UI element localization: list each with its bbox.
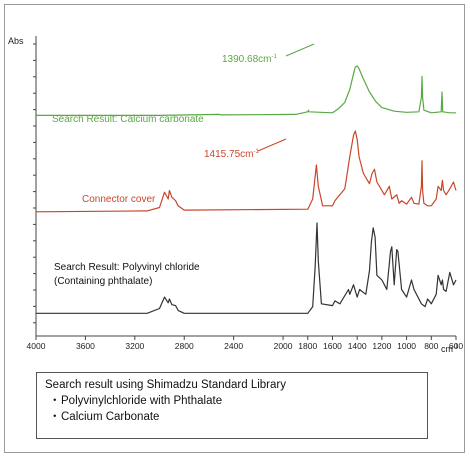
spectrum-chart: Abs cm-1 4000 3600 3200 2800 2400 2000 1800 160…	[8, 36, 463, 354]
y-axis-label: Abs	[8, 36, 24, 46]
x-tick-label: 1600	[323, 341, 342, 351]
series-label-1: Search Result: Calcium carbonate	[52, 114, 204, 125]
series-line-2	[35, 130, 457, 213]
x-tick-label: 3600	[76, 341, 95, 351]
x-tick-label: 1200	[372, 341, 391, 351]
caption-item-label: Calcium Carbonate	[61, 411, 160, 423]
x-tick-label: 2400	[224, 341, 243, 351]
series-line-3	[36, 222, 457, 314]
annotation-leader	[257, 138, 287, 152]
label-layer: Search Result: Calcium carbonate Connecto…	[52, 43, 315, 287]
caption-item-caco3: ・Calcium Carbonate	[45, 409, 427, 425]
caption-title: Search result using Shimadzu Standard Li…	[45, 379, 286, 391]
x-axis-unit: cm-1	[441, 344, 459, 354]
peak-annotation-2: 1415.75cm-1	[204, 149, 259, 160]
x-tick-label: 1400	[348, 341, 367, 351]
x-tick-label: 1000	[397, 341, 416, 351]
bullet-icon: ・	[49, 411, 61, 423]
x-tick-label: 4000	[27, 341, 46, 351]
series-layer	[35, 65, 457, 314]
figure-frame	[4, 4, 465, 453]
x-tick-label: 3200	[125, 341, 144, 351]
caption-box: Search result using Shimadzu Standard Li…	[36, 372, 428, 439]
series-label-2: Connector cover	[82, 194, 156, 205]
x-tick-label: 600	[449, 341, 463, 351]
bullet-icon: ・	[49, 395, 61, 407]
series-line-1	[36, 65, 456, 116]
annotation-leader	[285, 43, 315, 57]
x-ticks: 4000 3600 3200 2800 2400 2000 1800 1600 1400 1200…	[27, 336, 463, 351]
caption-item-label: Polyvinylchloride with Phthalate	[61, 395, 223, 407]
x-tick-label: 2800	[175, 341, 194, 351]
y-tick-marks	[33, 43, 36, 324]
x-tick-label: 1800	[298, 341, 317, 351]
x-tick-label: 2000	[274, 341, 293, 351]
peak-annotation-1: 1390.68cm-1	[222, 54, 277, 65]
series-label-3: Search Result: Polyvinyl chloride (Contai…	[54, 262, 200, 287]
caption-item-pvc: ・Polyvinylchloride with Phthalate	[45, 393, 427, 409]
x-tick-label: 800	[424, 341, 438, 351]
